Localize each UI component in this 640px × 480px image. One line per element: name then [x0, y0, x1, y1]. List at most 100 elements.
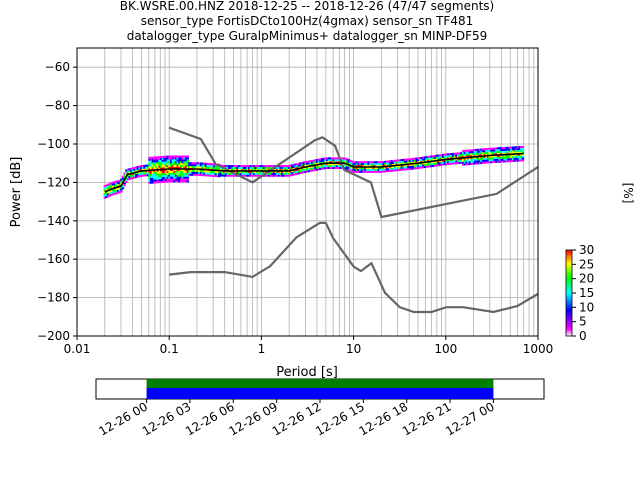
- density-cell: [486, 149, 490, 152]
- density-cell: [365, 170, 369, 173]
- density-cell: [364, 168, 367, 171]
- density-cell: [440, 157, 443, 160]
- density-cell: [471, 153, 475, 156]
- density-cell: [495, 160, 498, 163]
- density-cell: [216, 171, 219, 174]
- density-cell: [118, 187, 121, 190]
- density-cell: [155, 162, 158, 165]
- density-cell: [465, 155, 468, 158]
- density-cell: [254, 167, 257, 169]
- density-cell: [375, 163, 379, 166]
- density-cell: [286, 174, 289, 177]
- density-cell: [274, 168, 277, 171]
- density-cell: [218, 167, 221, 170]
- density-cell: [485, 155, 488, 158]
- density-cell: [442, 157, 445, 160]
- density-cell: [359, 168, 362, 171]
- density-cell: [465, 157, 468, 160]
- density-cell: [398, 163, 402, 166]
- density-cell: [128, 168, 131, 171]
- y-tick-label: −140: [37, 214, 70, 228]
- density-cell: [159, 177, 163, 180]
- density-cell: [161, 171, 165, 174]
- density-cell: [374, 163, 377, 166]
- density-cell: [510, 158, 513, 161]
- density-cell: [294, 165, 297, 168]
- density-cell: [493, 149, 496, 152]
- density-cell: [259, 168, 262, 171]
- density-cell: [186, 172, 189, 175]
- density-cell: [370, 163, 374, 166]
- density-cell: [156, 165, 160, 168]
- density-cell: [307, 168, 311, 171]
- density-cell: [299, 171, 302, 174]
- density-cell: [455, 158, 458, 161]
- density-cell: [478, 160, 482, 163]
- density-cell: [125, 169, 128, 172]
- density-cell: [110, 184, 113, 187]
- density-cell: [369, 168, 372, 171]
- density-cell: [131, 167, 135, 170]
- density-cell: [166, 170, 170, 173]
- density-cell: [141, 168, 145, 171]
- density-cell: [478, 150, 482, 153]
- density-cell: [111, 193, 115, 196]
- density-cell: [490, 151, 493, 154]
- density-cell: [163, 157, 166, 160]
- density-cell: [188, 162, 191, 165]
- density-cell: [306, 168, 309, 171]
- density-cell: [516, 159, 520, 162]
- density-cell: [435, 154, 438, 157]
- density-cell: [410, 158, 413, 161]
- density-cell: [145, 174, 148, 177]
- density-cell: [196, 173, 199, 176]
- density-cell: [284, 172, 287, 175]
- density-cell: [193, 164, 196, 167]
- density-cell: [131, 173, 135, 176]
- density-cell: [211, 172, 214, 175]
- density-cell: [450, 154, 453, 157]
- density-cell: [183, 161, 186, 164]
- density-cell: [286, 172, 289, 175]
- density-cell: [408, 158, 412, 161]
- density-cell: [467, 161, 470, 164]
- density-cell: [418, 164, 422, 167]
- density-cell: [513, 159, 516, 162]
- density-cell: [362, 165, 365, 168]
- density-cell: [311, 167, 314, 170]
- density-cell: [196, 164, 199, 167]
- density-cell: [445, 163, 448, 166]
- density-cell: [204, 172, 208, 175]
- density-cell: [467, 149, 470, 152]
- density-cell: [166, 155, 170, 158]
- density-cell: [171, 165, 174, 168]
- density-cell: [390, 169, 394, 172]
- density-cell: [467, 157, 470, 160]
- density-cell: [224, 172, 228, 175]
- density-cell: [164, 163, 168, 166]
- density-cell: [471, 149, 475, 152]
- density-cell: [108, 192, 111, 195]
- density-cell: [481, 156, 485, 159]
- density-cell: [500, 150, 503, 153]
- density-cell: [143, 170, 146, 173]
- density-cell: [430, 161, 433, 164]
- probability-density: [103, 145, 525, 199]
- density-cell: [251, 168, 254, 171]
- density-cell: [508, 152, 511, 155]
- density-cell: [145, 164, 148, 167]
- density-cell: [352, 161, 355, 164]
- density-cell: [166, 180, 170, 183]
- density-cell: [274, 170, 277, 173]
- density-cell: [309, 167, 312, 170]
- density-cell: [267, 174, 271, 177]
- density-cell: [161, 173, 165, 176]
- density-cell: [141, 174, 145, 177]
- density-cell: [239, 168, 243, 171]
- density-cell: [395, 159, 399, 162]
- density-cell: [458, 156, 462, 159]
- density-cell: [267, 172, 271, 175]
- density-cell: [191, 169, 194, 172]
- density-cell: [393, 165, 397, 168]
- density-cell: [349, 163, 352, 166]
